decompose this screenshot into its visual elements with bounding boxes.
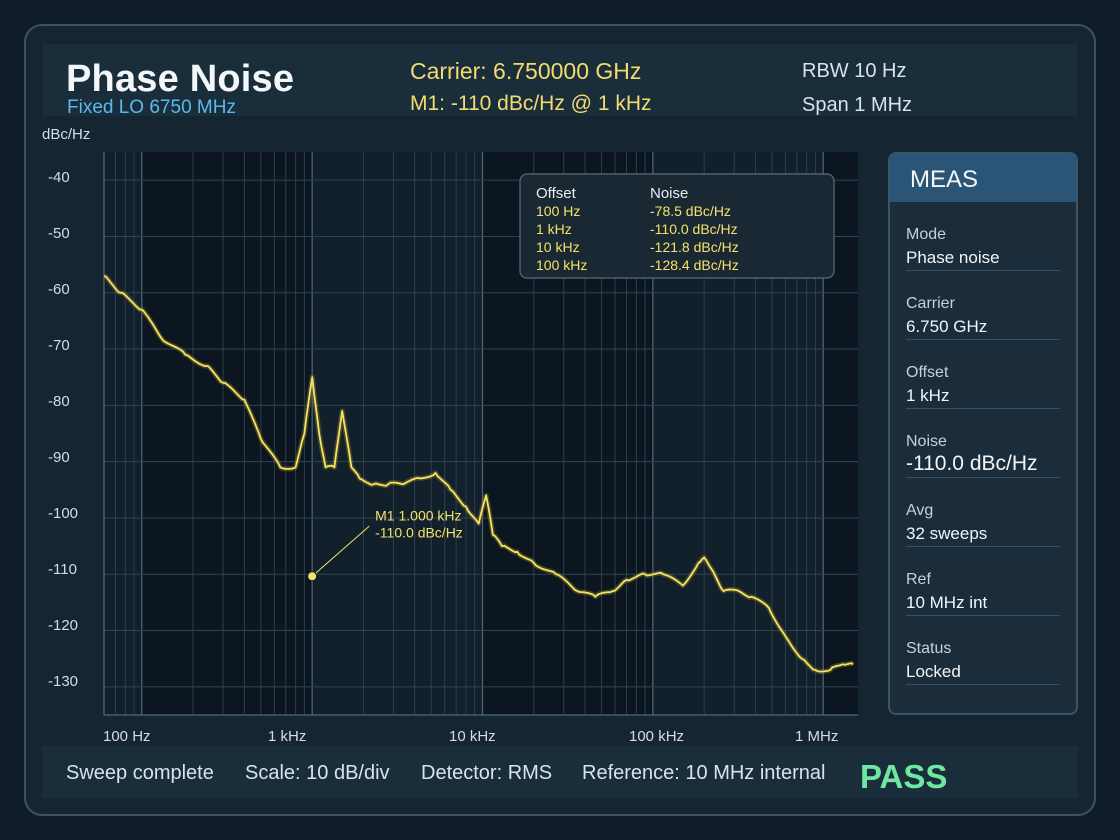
meas-label: Status [906, 640, 952, 657]
x-tick-label: 10 kHz [449, 728, 496, 745]
marker-label-freq: M1 1.000 kHz [375, 507, 461, 523]
y-tick-label: -90 [48, 449, 70, 466]
marker-m1-dot [307, 571, 318, 582]
table-cell: -78.5 dBc/Hz [650, 203, 731, 219]
y-tick-label: -50 [48, 225, 70, 242]
offset-noise-table [519, 173, 835, 279]
meas-item-carrier[interactable]: Carrier 6.750 GHz [906, 271, 1060, 340]
meas-value: Locked [906, 662, 961, 681]
meas-panel: MEAS Mode Phase noise Carrier 6.750 GHz … [888, 152, 1078, 715]
y-tick-label: -80 [48, 393, 70, 410]
table-header: Noise [650, 185, 688, 202]
table-header: Offset [536, 185, 577, 202]
x-tick-label: 1 kHz [268, 728, 307, 745]
meas-label: Mode [906, 226, 947, 243]
meas-item-offset[interactable]: Offset 1 kHz [906, 340, 1060, 409]
meas-item-ref[interactable]: Ref 10 MHz int [906, 547, 1060, 616]
meas-item-mode[interactable]: Mode Phase noise [906, 202, 1060, 271]
meas-item-noise[interactable]: Noise -110.0 dBc/Hz [906, 409, 1060, 478]
status-bar [42, 746, 1078, 798]
x-tick-label: 100 Hz [103, 728, 151, 745]
table-cell: 100 Hz [536, 203, 580, 219]
meas-value: 6.750 GHz [906, 317, 988, 336]
y-tick-label: -110 [48, 561, 77, 578]
meas-item-avg[interactable]: Avg 32 sweeps [906, 478, 1060, 547]
page-title: Phase Noise [66, 58, 295, 100]
reference-readout[interactable]: Reference: 10 MHz internal [582, 762, 826, 784]
y-tick-label: -100 [48, 505, 79, 522]
table-cell: 10 kHz [536, 239, 580, 255]
y-tick-label: -130 [48, 673, 79, 690]
marker-label-level: -110.0 dBc/Hz [375, 524, 463, 540]
marker-leader-line [311, 525, 370, 577]
table-cell: -121.8 dBc/Hz [650, 239, 739, 255]
y-tick-label: -70 [48, 337, 70, 354]
meas-label: Ref [906, 571, 931, 588]
pass-badge: PASS [860, 758, 948, 795]
span-readout[interactable]: Span 1 MHz [802, 94, 913, 116]
y-tick-label: -40 [48, 169, 70, 186]
x-tick-label: 100 kHz [629, 728, 685, 745]
meas-label: Carrier [906, 295, 955, 312]
phase-noise-trace [103, 275, 854, 673]
rbw-readout[interactable]: RBW 10 Hz [802, 60, 907, 82]
x-tick-label: 1 MHz [795, 728, 839, 745]
scale-readout[interactable]: Scale: 10 dB/div [245, 762, 390, 784]
carrier-readout: Carrier: 6.750000 GHz [410, 58, 642, 84]
detector-readout[interactable]: Detector: RMS [421, 762, 553, 784]
y-tick-label: -60 [48, 281, 70, 298]
marker-readout: M1: -110 dBc/Hz @ 1 kHz [410, 92, 652, 115]
table-cell: -110.0 dBc/Hz [650, 221, 738, 237]
y-tick-label: -120 [48, 617, 79, 634]
header-bar [42, 44, 1078, 116]
table-cell: -128.4 dBc/Hz [650, 257, 739, 273]
meas-label: Offset [906, 364, 949, 381]
meas-label: Avg [906, 502, 934, 519]
meas-value: -110.0 dBc/Hz [906, 452, 1038, 475]
table-cell: 1 kHz [536, 221, 572, 237]
meas-value: 32 sweeps [906, 524, 988, 543]
meas-value: 10 MHz int [906, 593, 988, 612]
y-axis-unit-label: dBc/Hz [42, 126, 91, 143]
meas-panel-title: MEAS [890, 154, 1076, 202]
meas-label: Noise [906, 433, 947, 450]
meas-item-status[interactable]: Status Locked [906, 616, 1060, 685]
decade-band [141, 152, 313, 715]
meas-value: 1 kHz [906, 386, 950, 405]
sweep-status: Sweep complete [66, 762, 214, 784]
table-cell: 100 kHz [536, 257, 587, 273]
page-subtitle: Fixed LO 6750 MHz [67, 97, 236, 118]
meas-value: Phase noise [906, 248, 1000, 267]
